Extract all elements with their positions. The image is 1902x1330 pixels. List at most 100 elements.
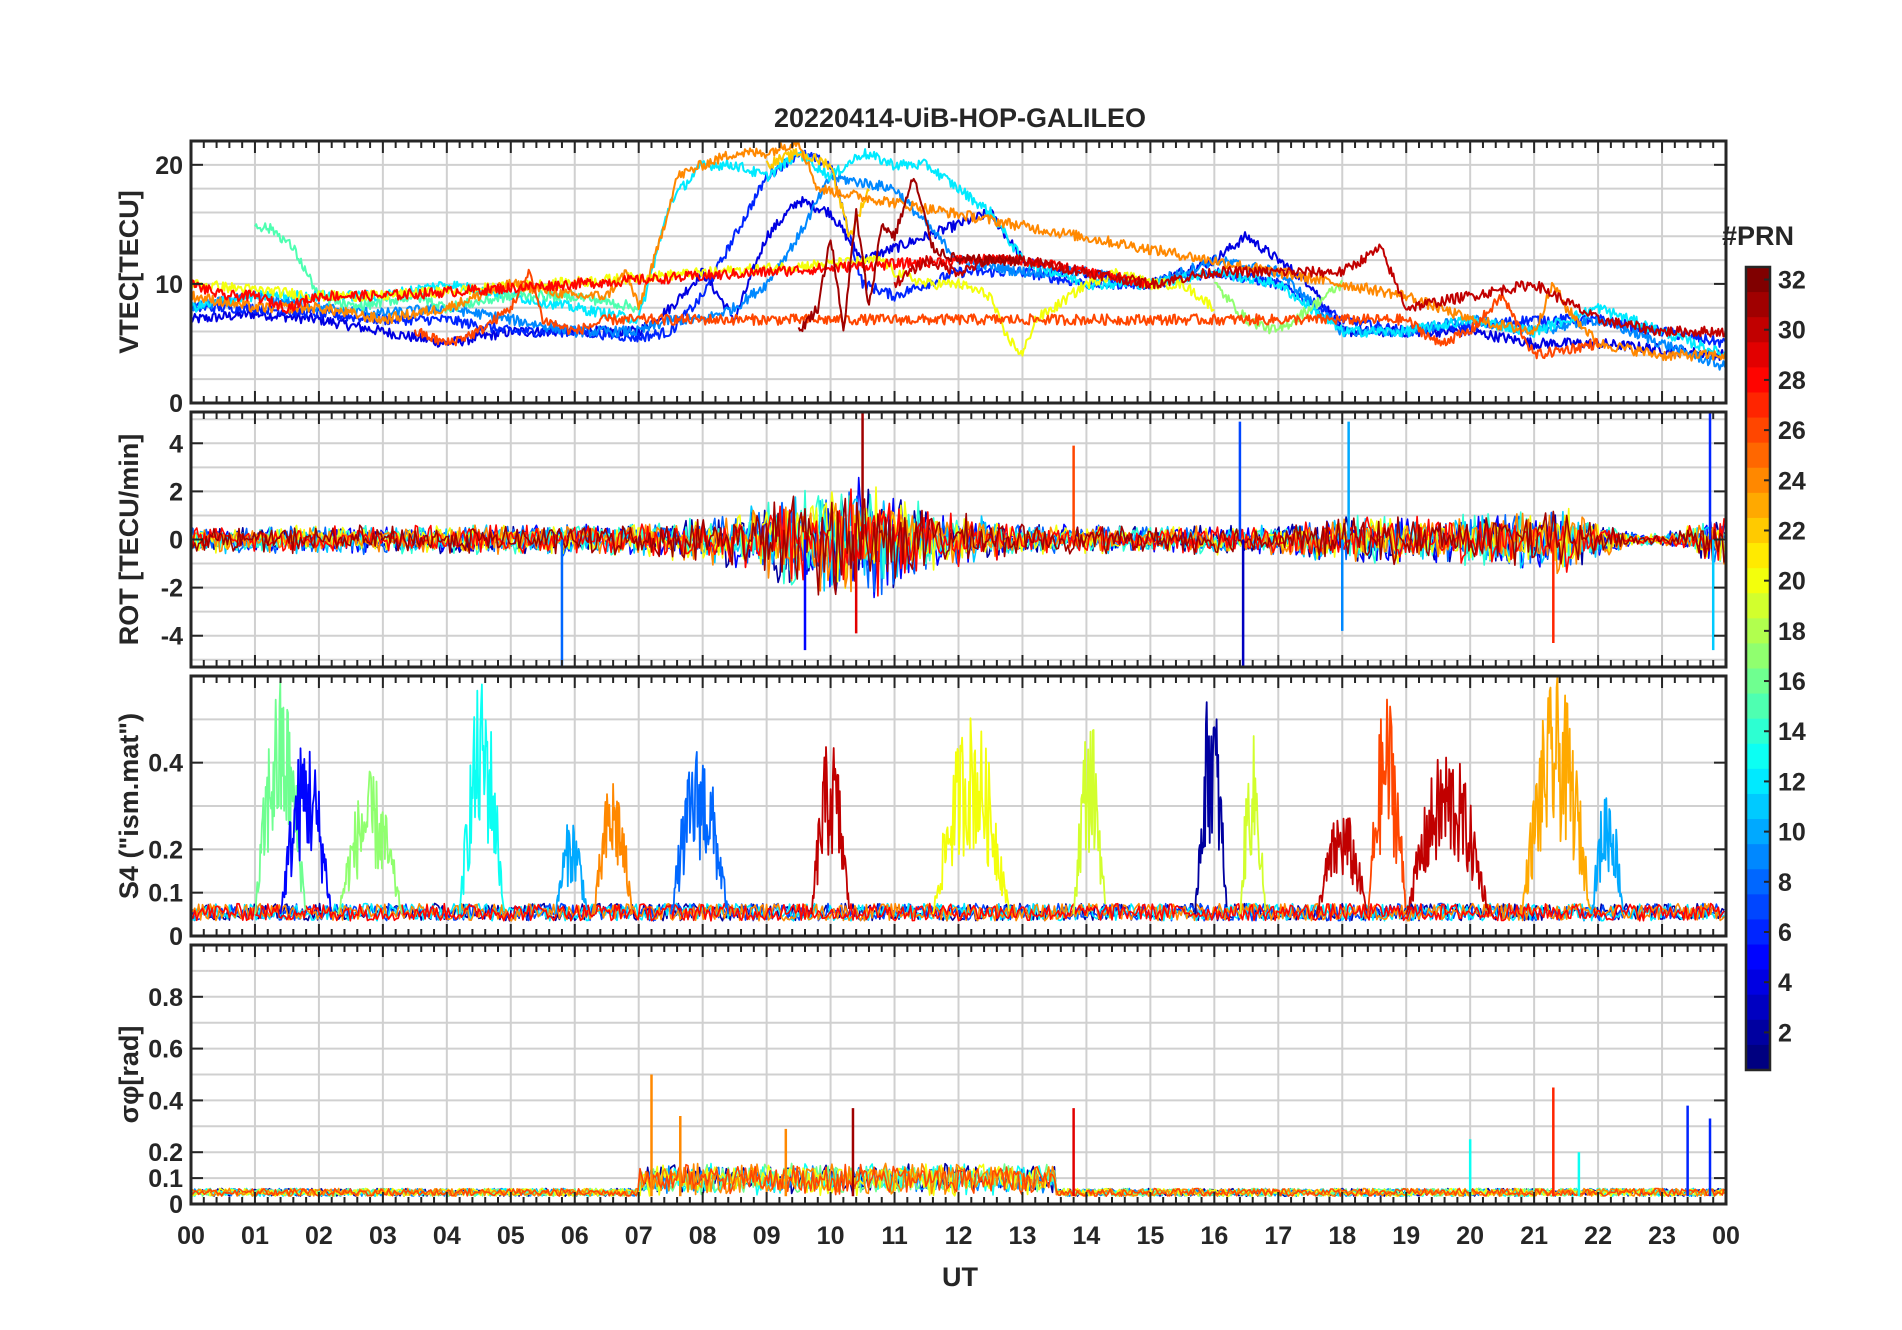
s4-burst-11 (1194, 701, 1228, 915)
x-tick-label: 00 (1712, 1222, 1740, 1250)
y-tick-label: 0 (169, 527, 183, 555)
colorbar-segment (1746, 844, 1770, 870)
s4-burst-7 (669, 751, 730, 915)
data-layer (191, 676, 1725, 922)
x-tick-label: 01 (241, 1222, 269, 1250)
ticks (190, 412, 1727, 667)
data-layer (191, 141, 1726, 371)
s4-burst-17 (1590, 797, 1625, 915)
colorbar-tick-label: 32 (1778, 267, 1806, 295)
colorbar-tick-label: 24 (1778, 467, 1806, 495)
y-axis-label: VTEC[TECU] (114, 190, 144, 354)
colorbar-title: #PRN (1722, 221, 1794, 251)
y-tick-label: 10 (155, 271, 183, 299)
x-tick-label: 05 (497, 1222, 525, 1250)
x-tick-label: 17 (1264, 1222, 1292, 1250)
x-tick-label: 13 (1009, 1222, 1037, 1250)
y-tick-label: 0 (169, 390, 183, 418)
x-tick-label: 09 (753, 1222, 781, 1250)
y-tick-label: 0 (169, 1191, 183, 1219)
y-tick-label: 2 (169, 478, 183, 506)
colorbar-tick-label: 28 (1778, 367, 1806, 395)
s4-burst-16 (1520, 676, 1593, 915)
x-tick-label: 15 (1136, 1222, 1164, 1250)
colorbar-segment (1746, 793, 1770, 820)
y-tick-label: -4 (161, 623, 183, 651)
panel-3: 0 0.1 0.2 0.4S4 ("ism.mat") (114, 674, 1728, 951)
vtec-series-prn-22 (765, 148, 870, 238)
y-tick-label: 0.1 (148, 1165, 183, 1193)
vtec-series-prn-26 (413, 268, 1600, 360)
colorbar-tick-label: 18 (1778, 618, 1806, 646)
colorbar-tick-label: 26 (1778, 417, 1806, 445)
s4-burst-14 (1366, 698, 1407, 915)
colorbar-tick-label: 8 (1778, 869, 1792, 897)
colorbar-segment (1746, 693, 1770, 720)
x-tick-label: 08 (689, 1222, 717, 1250)
s4-burst-5 (554, 824, 588, 915)
x-tick-label: 06 (561, 1222, 589, 1250)
s4-burst-15 (1405, 756, 1490, 915)
colorbar-segment (1746, 643, 1770, 669)
y-tick-label: 0.8 (148, 984, 183, 1012)
y-axis-label: σφ[rad] (114, 1026, 144, 1124)
colorbar-segment (1746, 593, 1770, 619)
data-layer (191, 412, 1725, 667)
y-tick-label: 0.6 (148, 1036, 183, 1064)
colorbar-tick-label: 16 (1778, 668, 1806, 696)
colorbar-tick-label: 14 (1778, 718, 1806, 746)
y-axis-label: S4 ("ism.mat") (114, 713, 144, 899)
x-tick-label: 20 (1456, 1222, 1484, 1250)
s4-burst-12 (1239, 735, 1267, 915)
x-axis: 00 01 02 03 04 05 06 07 08 09 10 11 12 13 14 15 16 17 18 19… (177, 1222, 1740, 1250)
colorbar-tick-label: 2 (1778, 1019, 1792, 1047)
ticks (190, 945, 1727, 1204)
s4-burst-2 (279, 747, 333, 915)
x-axis-label: UT (942, 1262, 978, 1292)
colorbar-tick-label: 10 (1778, 819, 1806, 847)
colorbar-frame (1744, 265, 1772, 1072)
colorbar-tick-label: 22 (1778, 517, 1806, 545)
colorbar-segment (1746, 342, 1770, 368)
s4-burst-3 (337, 770, 403, 915)
sigma-series-prn-26 (191, 1163, 1725, 1197)
x-tick-label: 00 (177, 1222, 205, 1250)
s4-burst-13 (1315, 817, 1369, 915)
x-tick-label: 07 (625, 1222, 653, 1250)
y-tick-label: 0.1 (148, 880, 183, 908)
x-tick-label: 23 (1648, 1222, 1676, 1250)
vtec-series-prn-17 (1214, 279, 1344, 335)
colorbar-tick-label: 6 (1778, 919, 1792, 947)
x-tick-label: 14 (1073, 1222, 1101, 1250)
vtec-series-prn-31 (797, 177, 1024, 333)
colorbar-tick-label: 20 (1778, 568, 1806, 596)
y-tick-label: -2 (161, 575, 183, 603)
x-tick-label: 19 (1392, 1222, 1420, 1250)
ticks (190, 141, 1727, 403)
x-tick-label: 22 (1584, 1222, 1612, 1250)
rot-series-prn-31 (191, 495, 1725, 596)
y-tick-label: 0.2 (148, 836, 183, 864)
y-tick-label: 0.4 (148, 1087, 183, 1115)
y-axis-label: ROT [TECU/min] (114, 434, 144, 645)
y-tick-label: 0 (169, 923, 183, 951)
y-tick-label: 20 (155, 152, 183, 180)
colorbar-tick-label: 12 (1778, 768, 1806, 796)
x-tick-label: 12 (945, 1222, 973, 1250)
colorbar-tick-label: 30 (1778, 317, 1806, 345)
colorbar-segment (1746, 944, 1770, 971)
colorbar-segment (1746, 543, 1770, 569)
x-tick-label: 04 (433, 1222, 461, 1250)
colorbar-segment (1746, 292, 1770, 318)
s4-burst-9 (932, 717, 1010, 915)
y-tick-label: 0.4 (148, 750, 183, 778)
vtec-series-prn-24 (191, 141, 1726, 362)
x-tick-label: 21 (1520, 1222, 1548, 1250)
panel-4: 00.10.2 0.4 0.6 0.8σφ[rad] (114, 943, 1728, 1219)
panel-2: -4 -2 0 2 4 ROT [TECU/min] (114, 410, 1728, 669)
s4-burst-8 (810, 746, 850, 915)
y-tick-label: 4 (169, 430, 183, 458)
